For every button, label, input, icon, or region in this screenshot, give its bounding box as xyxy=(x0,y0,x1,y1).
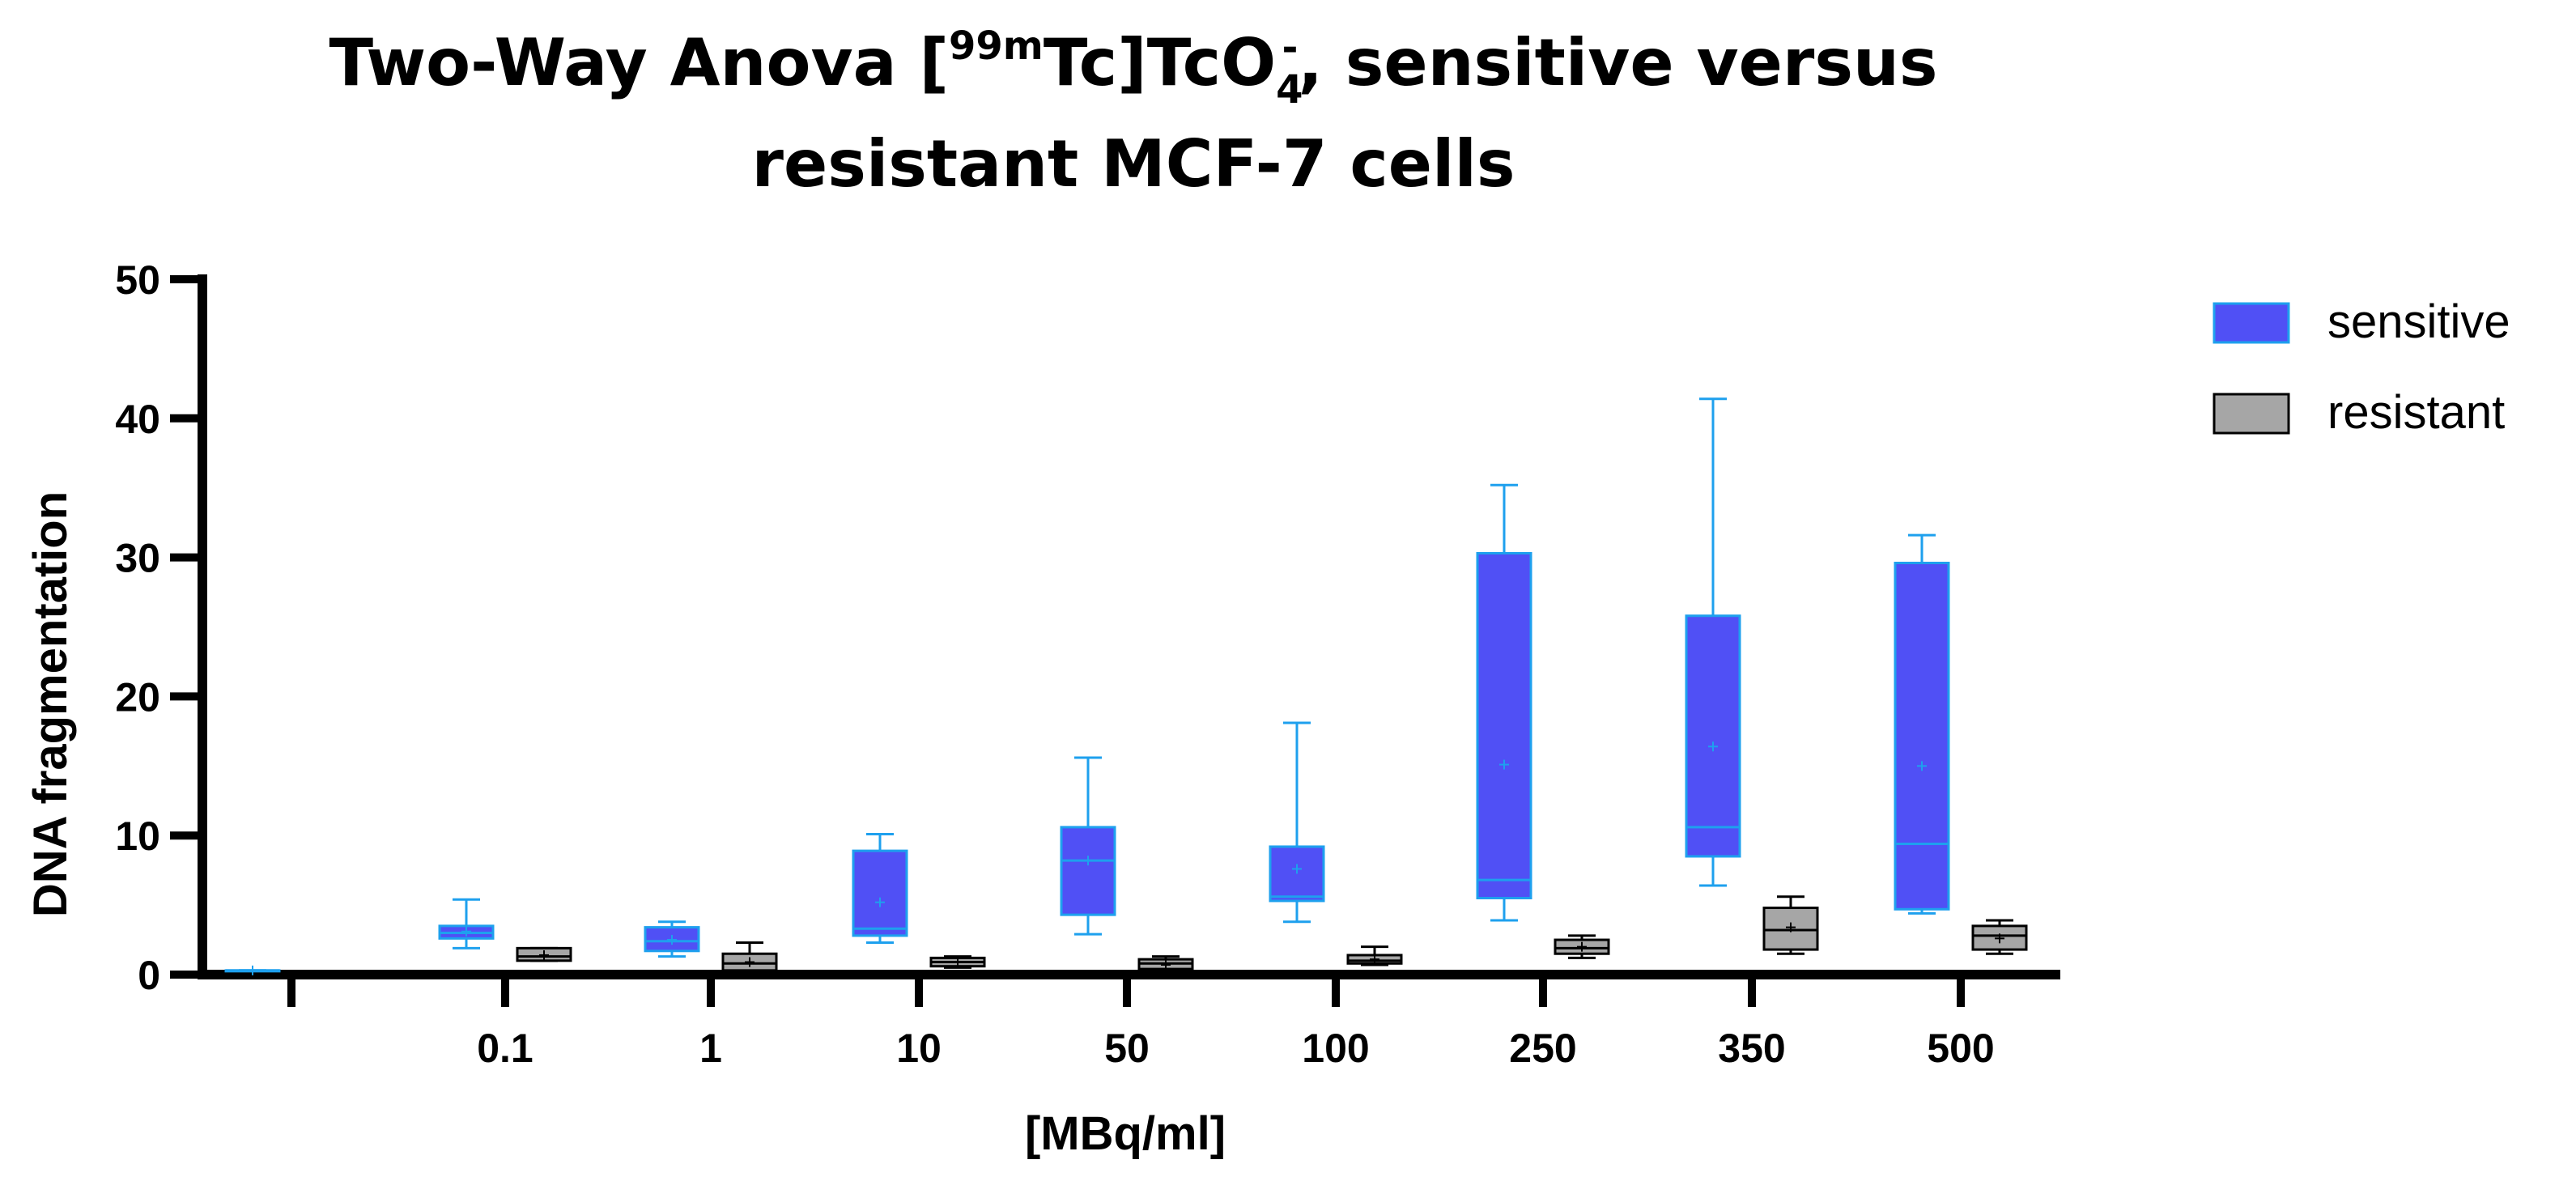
sensitive-box-body xyxy=(1269,845,1325,903)
x-tick-label: 0.1 xyxy=(477,1026,533,1071)
y-tick-label: 10 xyxy=(115,814,160,859)
chart-title-line1: Two-Way Anova [99mTc]TcO4-, sensitive ve… xyxy=(329,23,1937,113)
sensitive-box xyxy=(1476,483,1532,922)
resistant-box xyxy=(1346,945,1403,966)
x-tick-label: 50 xyxy=(1104,1026,1150,1071)
y-tick-label: 40 xyxy=(115,397,160,442)
resistant-box xyxy=(1971,919,2028,955)
sensitive-box-body xyxy=(852,849,908,937)
resistant-box xyxy=(1137,955,1194,972)
chart-title-line2: resistant MCF-7 cells xyxy=(751,126,1515,202)
x-tick-label: 250 xyxy=(1509,1026,1576,1071)
x-tick-label: 500 xyxy=(1927,1026,1994,1071)
sensitive-box xyxy=(852,832,908,944)
x-tick-label: 350 xyxy=(1718,1026,1785,1071)
y-tick-label: 30 xyxy=(115,536,160,581)
resistant-box xyxy=(516,946,572,962)
x-axis-title: [MBq/ml] xyxy=(1025,1107,1226,1160)
sensitive-box-body xyxy=(1894,561,1950,911)
sensitive-box xyxy=(644,920,700,958)
sensitive-box xyxy=(1269,721,1325,924)
sensitive-box-body xyxy=(1060,826,1116,916)
resistant-box xyxy=(1554,934,1610,959)
sensitive-box xyxy=(1060,756,1116,936)
resistant-box xyxy=(929,955,986,969)
legend-swatch-sensitive xyxy=(2213,302,2290,344)
sensitive-box xyxy=(438,898,495,949)
resistant-box xyxy=(721,941,778,972)
legend-swatch-resistant xyxy=(2213,393,2290,435)
y-tick-label: 20 xyxy=(115,674,160,720)
legend-label-sensitive: sensitive xyxy=(2327,295,2510,348)
sensitive-box-body xyxy=(1476,551,1532,900)
legend-label-resistant: resistant xyxy=(2327,386,2505,439)
sensitive-box-body xyxy=(1685,614,1741,858)
sensitive-box xyxy=(224,965,281,975)
resistant-box xyxy=(1762,895,1819,955)
y-tick-label: 0 xyxy=(138,953,160,998)
x-tick-label: 1 xyxy=(699,1026,722,1071)
x-tick-label: 10 xyxy=(896,1026,942,1071)
x-tick-label: 100 xyxy=(1302,1026,1369,1071)
y-axis-title: DNA fragmentation xyxy=(24,491,77,917)
sensitive-box xyxy=(1894,533,1950,915)
y-tick-label: 50 xyxy=(115,257,160,303)
sensitive-box xyxy=(1685,397,1741,887)
